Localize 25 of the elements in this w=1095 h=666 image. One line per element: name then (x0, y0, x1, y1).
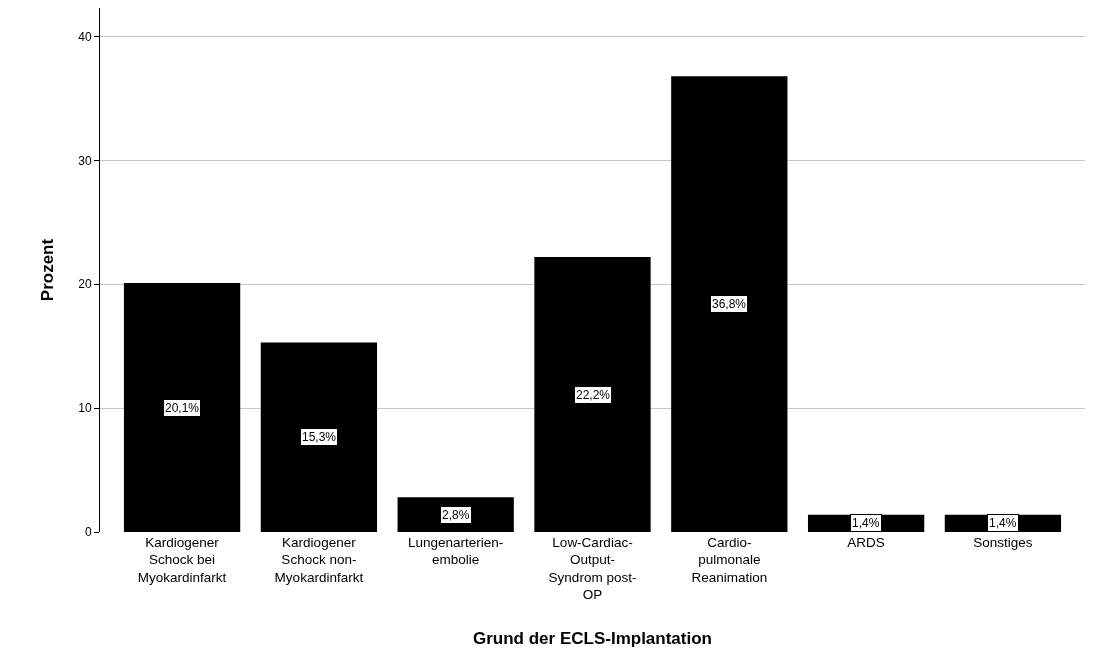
bar (260, 342, 378, 532)
y-axis-title: Prozent (37, 238, 57, 302)
bar (534, 256, 651, 532)
y-tick-label: 10 (78, 401, 92, 416)
y-tick-label: 20 (78, 277, 92, 292)
x-tick-label: Kardiogener Schock non-Myokardinfarkt (274, 534, 364, 585)
x-tick-label: Low-Cardiac-Output-Syndrom post-OP (548, 534, 637, 603)
y-tick-label: 30 (78, 153, 92, 168)
data-label: 15,3% (302, 430, 337, 444)
data-label: 22,2% (576, 388, 611, 402)
data-label: 36,8% (712, 297, 747, 311)
bar (671, 76, 788, 532)
x-tick-label: Cardio-pulmonale Reanimation (691, 534, 768, 585)
data-label: 1,4% (989, 516, 1017, 530)
data-label: 1,4% (852, 516, 880, 530)
x-tick-label: Sonstiges (973, 534, 1033, 550)
y-tick-label: 0 (84, 525, 92, 540)
x-axis-title: Grund der ECLS-Implantation (473, 628, 712, 648)
x-tick-label: Kardiogener Schock bei Myokardinfarkt (137, 534, 227, 585)
y-tick-label: 40 (78, 29, 92, 44)
x-tick-label: Lungenarterien-embolie (408, 534, 504, 568)
bar (123, 283, 241, 532)
data-label: 20,1% (165, 401, 200, 415)
data-label: 2,8% (442, 508, 470, 522)
x-tick-label: ARDS (847, 534, 885, 550)
